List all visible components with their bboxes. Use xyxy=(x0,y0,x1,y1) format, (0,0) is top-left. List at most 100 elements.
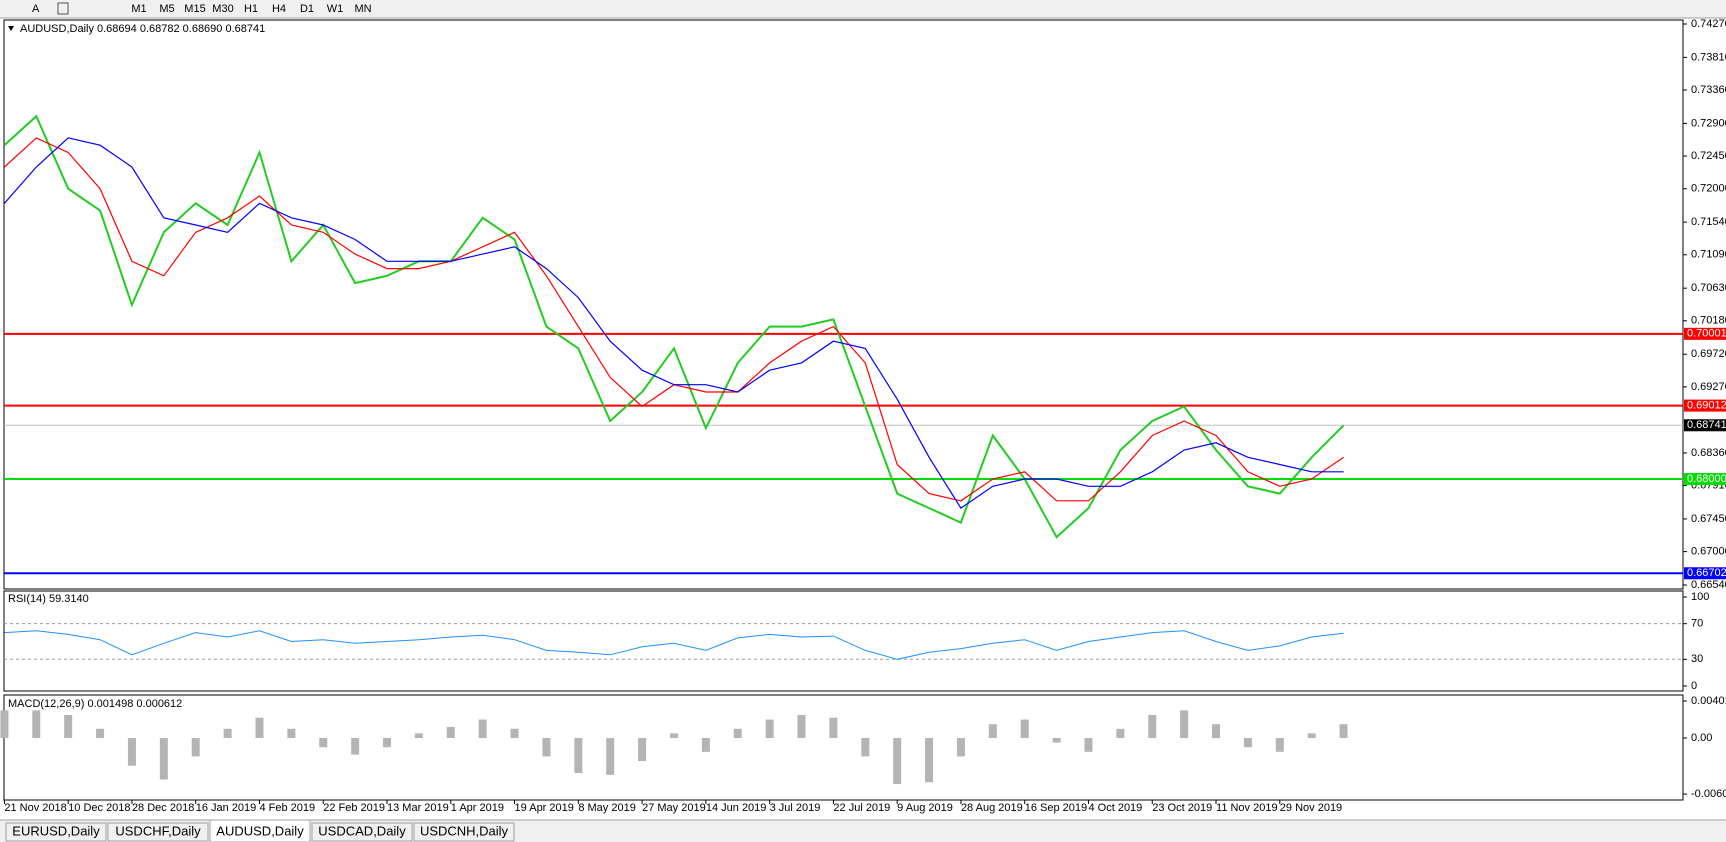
text-tool[interactable]: A xyxy=(32,3,40,15)
x-tick-label: 22 Feb 2019 xyxy=(323,802,385,814)
macd-bar xyxy=(1148,714,1157,739)
macd-bar xyxy=(255,717,264,739)
macd-bar xyxy=(542,738,551,757)
x-tick-label: 11 Nov 2019 xyxy=(1216,802,1278,814)
timeframe-button[interactable]: H4 xyxy=(272,3,286,15)
rsi-header: RSI(14) 59.3140 xyxy=(8,593,89,605)
macd-bar xyxy=(1116,728,1125,739)
macd-bar xyxy=(1020,719,1029,739)
macd-bar xyxy=(446,726,455,739)
x-tick-label: 28 Dec 2018 xyxy=(132,802,194,814)
timeframe-button[interactable]: M1 xyxy=(131,3,146,15)
macd-bar xyxy=(159,738,168,780)
timeframe-button[interactable]: M15 xyxy=(184,3,205,15)
header-arrow xyxy=(8,26,14,31)
chart-tab[interactable] xyxy=(413,822,515,842)
x-tick-label: 29 Nov 2019 xyxy=(1280,802,1342,814)
x-tick-label: 10 Dec 2018 xyxy=(68,802,130,814)
level-label: 0.70001 xyxy=(1687,328,1726,340)
macd-bar xyxy=(861,738,870,757)
chart-header: AUDUSD,Daily 0.68694 0.68782 0.68690 0.6… xyxy=(20,23,265,35)
macd-bar xyxy=(127,738,136,766)
x-tick-label: 4 Feb 2019 xyxy=(259,802,315,814)
macd-bar xyxy=(765,719,774,739)
macd-bar xyxy=(701,738,710,752)
y-tick-label: 0.00 xyxy=(1691,732,1712,744)
macd-bar xyxy=(223,728,232,739)
chart-tab[interactable] xyxy=(5,822,107,842)
x-tick-label: 8 May 2019 xyxy=(578,802,635,814)
toolbar xyxy=(0,0,1726,18)
chart-tab-label[interactable]: USDCHF,Daily xyxy=(115,823,201,838)
timeframe-button[interactable]: MN xyxy=(354,3,371,15)
macd-bar xyxy=(988,724,997,739)
timeframe-button[interactable]: M30 xyxy=(212,3,233,15)
chart-tab[interactable] xyxy=(107,822,209,842)
macd-bar xyxy=(414,733,423,739)
x-tick-label: 4 Oct 2019 xyxy=(1088,802,1142,814)
macd-bar xyxy=(510,728,519,739)
y-tick-label: 0.004017 xyxy=(1691,695,1726,707)
x-tick-label: 16 Sep 2019 xyxy=(1025,802,1087,814)
timeframe-button[interactable]: M5 xyxy=(159,3,174,15)
macd-bar xyxy=(956,738,965,757)
macd-bar xyxy=(638,738,647,762)
macd-bar xyxy=(574,738,583,774)
macd-bar xyxy=(925,738,934,783)
x-tick-label: 16 Jan 2019 xyxy=(196,802,257,814)
macd-bar xyxy=(1084,738,1093,752)
chart-tab-label[interactable]: AUDUSD,Daily xyxy=(216,823,304,838)
chart-tab-label[interactable]: USDCAD,Daily xyxy=(318,823,406,838)
y-tick-label: -0.00609 xyxy=(1691,788,1726,800)
label-tool[interactable] xyxy=(57,2,69,15)
macd-bar xyxy=(606,738,615,775)
macd-bar xyxy=(478,719,487,739)
price-line xyxy=(3,114,1345,539)
level-label: 0.69012 xyxy=(1687,400,1726,412)
macd-header: MACD(12,26,9) 0.001498 0.000612 xyxy=(8,698,182,710)
macd-bar xyxy=(32,710,41,739)
x-tick-label: 14 Jun 2019 xyxy=(706,802,767,814)
x-tick-label: 22 Jul 2019 xyxy=(833,802,890,814)
level-tag xyxy=(1684,399,1726,412)
chart-tab-label[interactable]: EURUSD,Daily xyxy=(12,823,100,838)
macd-panel xyxy=(3,694,1684,801)
timeframe-button[interactable]: W1 xyxy=(327,3,344,15)
macd-bar xyxy=(797,714,806,739)
chart-tab-label[interactable]: USDCNH,Daily xyxy=(420,823,509,838)
macd-bar xyxy=(287,728,296,739)
x-tick-label: 23 Oct 2019 xyxy=(1152,802,1212,814)
last-price-tag xyxy=(1684,419,1726,432)
macd-bar xyxy=(1275,738,1284,752)
macd-bar xyxy=(669,733,678,739)
rsi-line xyxy=(4,630,1344,660)
chart-tab[interactable] xyxy=(311,822,413,842)
level-tag xyxy=(1684,473,1726,486)
timeframe-button[interactable]: D1 xyxy=(300,3,314,15)
macd-bar xyxy=(351,738,360,755)
y-tick-label: 30 xyxy=(1691,653,1703,665)
timeframe-button[interactable]: H1 xyxy=(244,3,258,15)
x-tick-label: 28 Aug 2019 xyxy=(961,802,1023,814)
y-tick-label: 100 xyxy=(1691,591,1709,603)
x-tick-label: 3 Jul 2019 xyxy=(770,802,821,814)
level-tag xyxy=(1684,327,1726,340)
level-label: 0.66702 xyxy=(1687,567,1726,579)
macd-bar xyxy=(1307,733,1316,739)
level-label: 0.68000 xyxy=(1687,473,1726,485)
y-tick-label: 70 xyxy=(1691,618,1703,630)
x-tick-label: 19 Apr 2019 xyxy=(515,802,574,814)
chart-tab[interactable] xyxy=(209,819,311,842)
